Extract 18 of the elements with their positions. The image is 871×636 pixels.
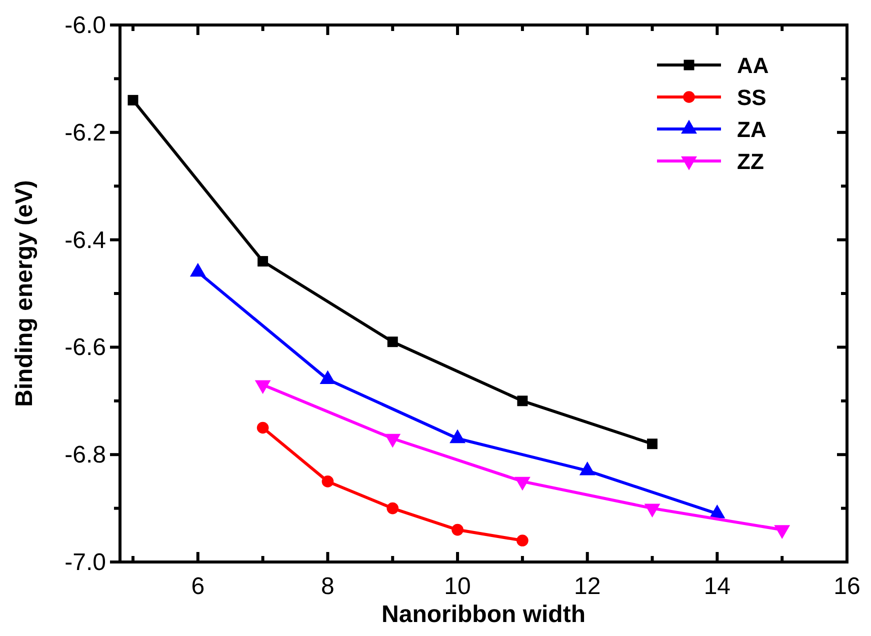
y-tick-label: -7.0 bbox=[64, 549, 106, 576]
y-tick-label: -6.4 bbox=[64, 226, 106, 254]
y-tick-label: -6.0 bbox=[64, 12, 106, 39]
y-tick-label: -6.6 bbox=[64, 334, 106, 362]
x-tick-label: 8 bbox=[321, 573, 334, 600]
legend-label: AA bbox=[737, 53, 769, 78]
x-tick-label: 6 bbox=[191, 573, 205, 600]
legend-label: ZZ bbox=[737, 149, 764, 174]
legend-label: SS bbox=[737, 85, 766, 110]
y-axis-title: Binding energy (eV) bbox=[11, 180, 38, 407]
y-tick-label: -6.8 bbox=[64, 442, 106, 469]
x-tick-label: 12 bbox=[574, 573, 601, 600]
x-tick-label: 14 bbox=[704, 573, 731, 600]
x-axis-title: Nanoribbon width bbox=[382, 601, 586, 628]
y-tick-label: -6.2 bbox=[64, 119, 106, 146]
legend-label: ZA bbox=[737, 117, 766, 142]
x-tick-label: 10 bbox=[444, 573, 471, 600]
x-tick-label: 16 bbox=[834, 573, 860, 600]
